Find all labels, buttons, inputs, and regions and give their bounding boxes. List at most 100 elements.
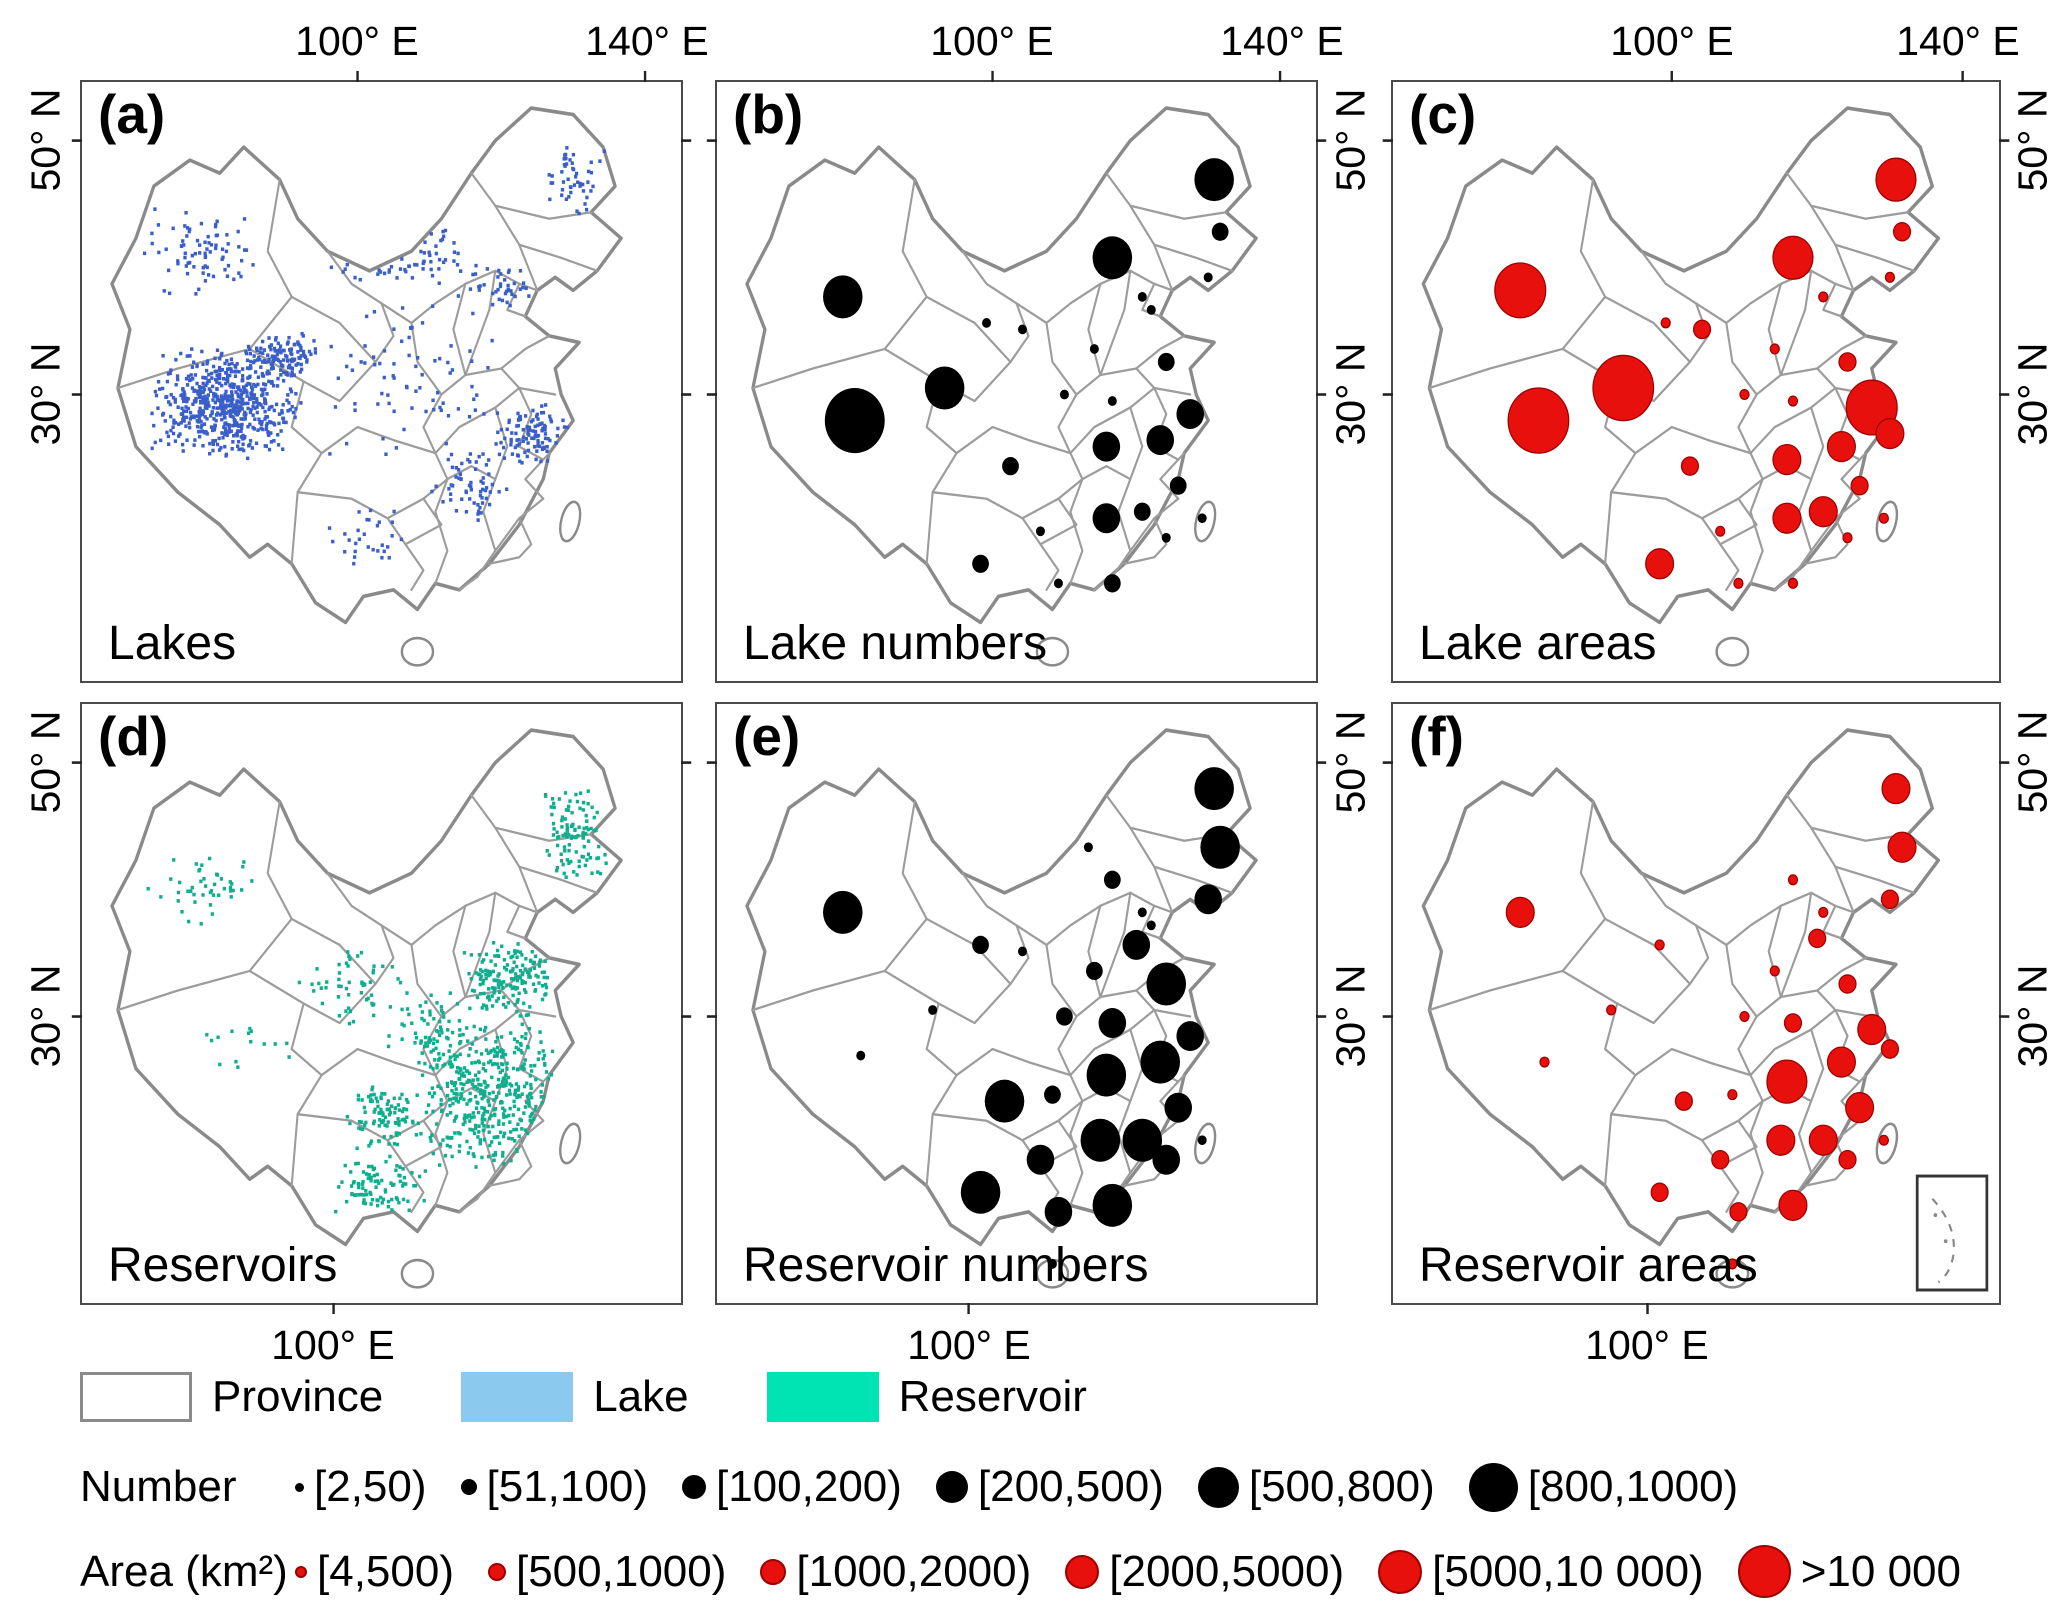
lake-dot: [213, 423, 217, 428]
reservoir-dot: [540, 970, 544, 975]
lake-dot: [518, 459, 522, 464]
lake-dot: [203, 240, 207, 245]
lake-dot: [198, 392, 202, 397]
reservoir-dot: [514, 1127, 519, 1132]
lake-dot: [392, 509, 396, 514]
reservoir-dot: [485, 995, 490, 1000]
reservoir-dot: [472, 1024, 476, 1029]
reservoir-dot: [497, 985, 501, 990]
province-border: [434, 386, 521, 455]
lake-dot: [450, 465, 455, 470]
reservoir-dot: [581, 800, 586, 805]
symbol-bubble: [1203, 272, 1213, 283]
lake-dot: [264, 423, 269, 428]
lake-dot: [241, 374, 245, 378]
symbol-bubble: [928, 1005, 938, 1015]
reservoir-dot: [486, 1124, 490, 1129]
reservoir-dot: [466, 1114, 471, 1118]
lake-dot: [564, 156, 568, 161]
reservoir-dot: [375, 1172, 379, 1177]
reservoir-dot: [180, 910, 184, 914]
lake-dot: [242, 412, 246, 417]
lake-dot: [350, 368, 355, 372]
reservoir-dot: [361, 1186, 365, 1190]
reservoir-dot: [566, 804, 571, 809]
reservoir-dot: [470, 1082, 475, 1086]
lake-dot: [448, 492, 453, 496]
reservoir-dot: [385, 1107, 389, 1112]
reservoir-dot: [523, 967, 527, 971]
reservoir-dot: [372, 1173, 376, 1178]
lake-dot: [380, 391, 384, 396]
lake-dot: [377, 520, 381, 524]
south-china-sea-inset: [1915, 1174, 1989, 1292]
reservoir-dot: [521, 1066, 526, 1070]
reservoir-label: Reservoir: [898, 1372, 1087, 1421]
reservoir-dot: [509, 1130, 513, 1134]
lake-dot: [537, 444, 542, 449]
lake-dot: [248, 410, 253, 415]
lake-dot: [264, 444, 269, 448]
reservoir-dot: [507, 1136, 511, 1141]
reservoir-dot: [563, 849, 567, 853]
lake-dot: [458, 472, 463, 477]
reservoir-dot: [514, 972, 518, 976]
reservoir-dot: [472, 1131, 477, 1136]
lake-dot: [294, 363, 298, 367]
lake-dot: [439, 238, 443, 243]
reservoir-dot: [480, 1091, 484, 1096]
reservoir-dot: [592, 815, 596, 820]
reservoir-dot: [515, 964, 519, 969]
reservoir-dot: [476, 972, 480, 976]
lake-dot: [533, 424, 537, 429]
lake-dot: [204, 402, 208, 407]
reservoir-dot: [364, 1120, 368, 1125]
reservoir-dot: [476, 1110, 481, 1115]
lake-dot: [211, 439, 215, 443]
symbol-bubble: [1650, 1182, 1669, 1203]
symbol-bubble: [1146, 425, 1175, 456]
lake-dot: [208, 389, 213, 393]
reservoir-dot: [560, 818, 564, 823]
china-map-canvas: [706, 70, 1327, 667]
symbol-bubble: [856, 1050, 866, 1061]
reservoir-dot: [516, 1088, 520, 1092]
reservoir-dot: [458, 1131, 462, 1136]
area-label-4: [5000,10 000): [1432, 1546, 1704, 1596]
lake-dot: [150, 411, 154, 416]
lake-dot: [181, 388, 185, 392]
lake-dot: [252, 400, 256, 405]
lake-dot: [204, 383, 208, 388]
lake-dot: [336, 376, 340, 381]
reservoir-dot: [431, 1041, 436, 1046]
reservoir-dot: [186, 889, 190, 894]
reservoir-dot: [246, 1031, 251, 1035]
lake-dot: [218, 413, 222, 417]
reservoir-dot: [417, 1060, 421, 1065]
reservoir-dot: [524, 1032, 528, 1036]
reservoir-dot: [485, 969, 489, 973]
lake-dot: [185, 383, 190, 387]
symbol-bubble: [1857, 1013, 1887, 1046]
lake-dot: [243, 414, 247, 419]
reservoir-dot: [361, 1179, 365, 1184]
reservoir-dot: [565, 826, 570, 830]
lake-dot: [234, 369, 238, 374]
lake-dot: [150, 241, 154, 246]
lake-dot: [496, 430, 500, 435]
reservoir-dot: [273, 1042, 277, 1046]
lake-dot: [536, 444, 540, 448]
lake-dot: [485, 267, 489, 271]
lake-dot: [232, 277, 236, 282]
lake-dot: [287, 335, 291, 340]
reservoir-dot: [541, 1095, 546, 1099]
reservoir-dot: [364, 997, 369, 1002]
lake-dot: [220, 411, 224, 416]
reservoir-dot: [380, 1091, 384, 1096]
lake-dot: [491, 291, 495, 296]
lake-dot: [217, 448, 222, 452]
reservoir-dot: [497, 1122, 501, 1127]
lake-dot: [240, 447, 244, 451]
lake-dot: [266, 430, 270, 434]
lake-dot: [524, 437, 529, 441]
